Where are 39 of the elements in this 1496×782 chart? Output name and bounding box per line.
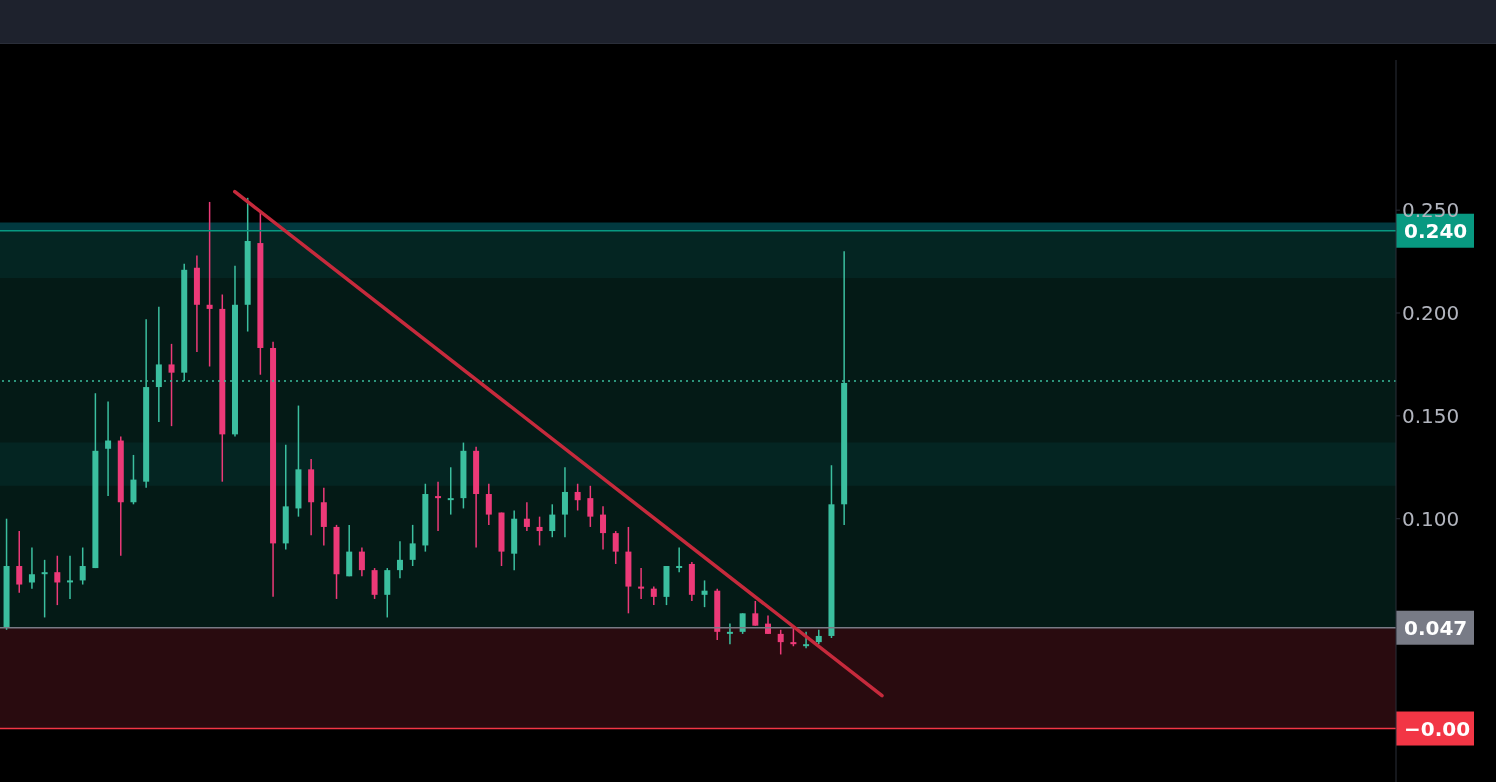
candlestick (612, 530, 619, 565)
candlestick (650, 585, 657, 606)
candlestick (523, 501, 530, 532)
candlestick (701, 579, 708, 608)
y-tick-label: 0.150 (1402, 403, 1460, 428)
candlestick (105, 400, 112, 497)
candlestick (79, 546, 86, 586)
candlestick (67, 554, 74, 600)
candlestick (41, 559, 48, 619)
candlestick (358, 546, 365, 578)
candlestick (638, 567, 645, 600)
candlestick (574, 482, 581, 512)
candlestick (777, 629, 784, 656)
candlestick (130, 454, 137, 506)
ref-line-label: 0.047 (1404, 615, 1468, 640)
candlestick (485, 482, 492, 526)
y-tick-label: 0.100 (1402, 506, 1460, 531)
candlestick (206, 201, 213, 368)
candlestick (409, 524, 416, 567)
candlestick (16, 530, 23, 594)
candlestick (561, 466, 568, 538)
candlestick (752, 600, 759, 627)
candlestick (600, 505, 607, 551)
candlestick (726, 622, 733, 645)
candlestick (587, 485, 594, 528)
candlestick (739, 612, 746, 635)
candlestick (168, 343, 175, 427)
candlestick (676, 546, 683, 573)
candlestick (549, 503, 556, 538)
candlestick (396, 540, 403, 580)
ref-line-label: −0.00 (1404, 716, 1471, 741)
candlestick (536, 515, 543, 547)
y-tick-label: 0.200 (1402, 301, 1460, 326)
candlestick (447, 466, 454, 516)
candlestick (54, 554, 61, 606)
candlestick (28, 546, 35, 590)
candlestick (790, 626, 797, 647)
ref-line-label: 0.240 (1404, 218, 1468, 243)
candlestick (435, 480, 442, 532)
